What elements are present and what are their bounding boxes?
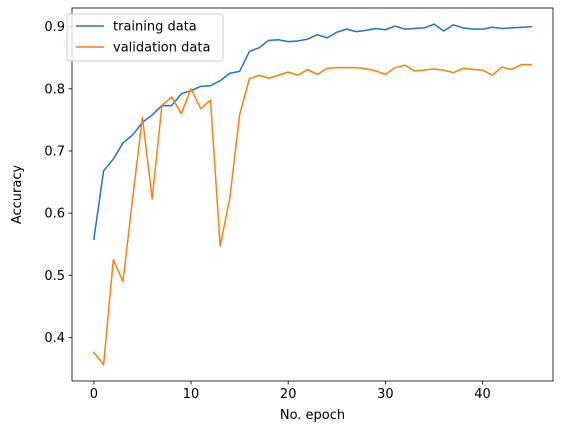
y-axis-title: Accuracy bbox=[10, 165, 25, 225]
x-axis-title: No. epoch bbox=[280, 408, 345, 423]
series-line-training bbox=[93, 23, 532, 241]
x-tick-label: 30 bbox=[377, 387, 394, 402]
y-tick-label: 0.4 bbox=[44, 331, 65, 346]
legend-label: validation data bbox=[113, 41, 210, 56]
y-tick-label: 0.5 bbox=[44, 269, 65, 284]
x-tick-label: 10 bbox=[183, 387, 200, 402]
x-tick-label: 20 bbox=[280, 387, 297, 402]
series-line-validation bbox=[92, 63, 532, 366]
x-tick-label: 0 bbox=[90, 387, 98, 402]
series-layer bbox=[92, 23, 532, 366]
y-axis-ticks: 0.4 0.5 0.6 0.7 0.8 0.9 bbox=[44, 20, 72, 346]
legend-label: training data bbox=[113, 20, 197, 35]
plot-area bbox=[71, 7, 554, 382]
legend-box bbox=[66, 13, 224, 62]
x-tick-label: 40 bbox=[474, 387, 491, 402]
x-axis-ticks: 0 10 20 30 40 bbox=[90, 381, 491, 402]
y-tick-label: 0.6 bbox=[44, 207, 65, 222]
y-tick-label: 0.8 bbox=[44, 82, 65, 97]
legend: training data validation data bbox=[66, 13, 224, 62]
y-tick-label: 0.9 bbox=[44, 20, 65, 35]
legend-items: training data validation data bbox=[76, 20, 210, 56]
axes-frame bbox=[71, 7, 554, 382]
y-tick-label: 0.7 bbox=[44, 144, 65, 159]
